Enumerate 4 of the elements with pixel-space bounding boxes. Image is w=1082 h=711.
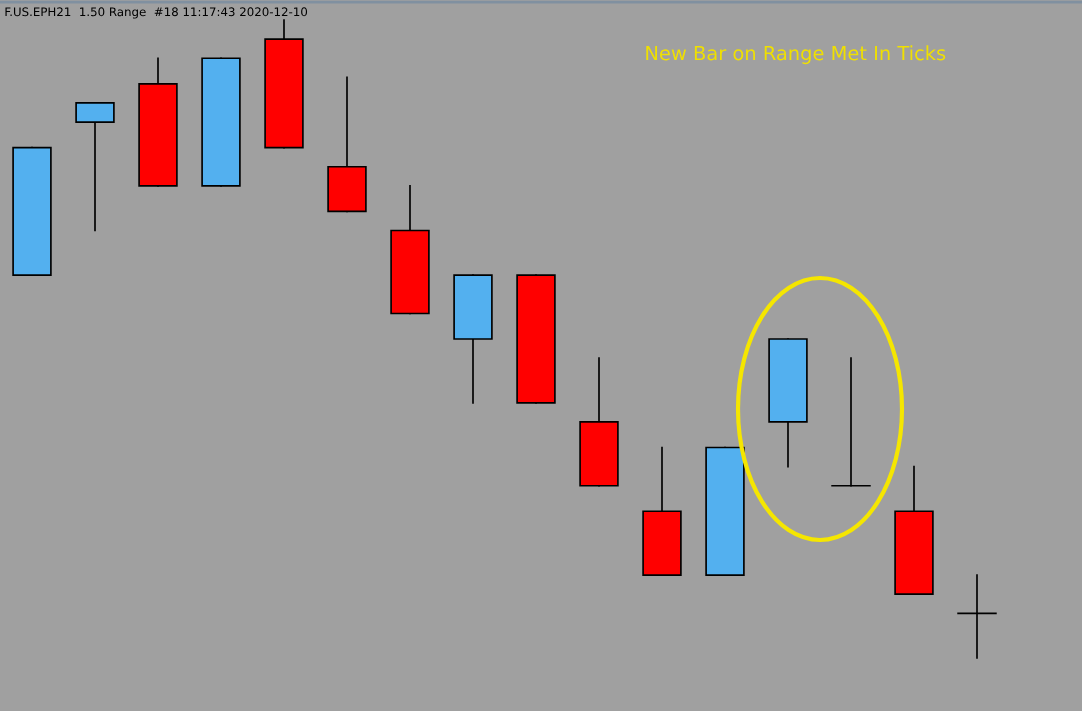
annotation: New Bar on Range Met In Ticks (646, 45, 946, 65)
chart-title: F.US.EPH21 1.50 Range #18 11:17:43 2020-12-10 (5, 7, 308, 19)
candlestick (957, 574, 997, 659)
candlestick (831, 357, 871, 487)
